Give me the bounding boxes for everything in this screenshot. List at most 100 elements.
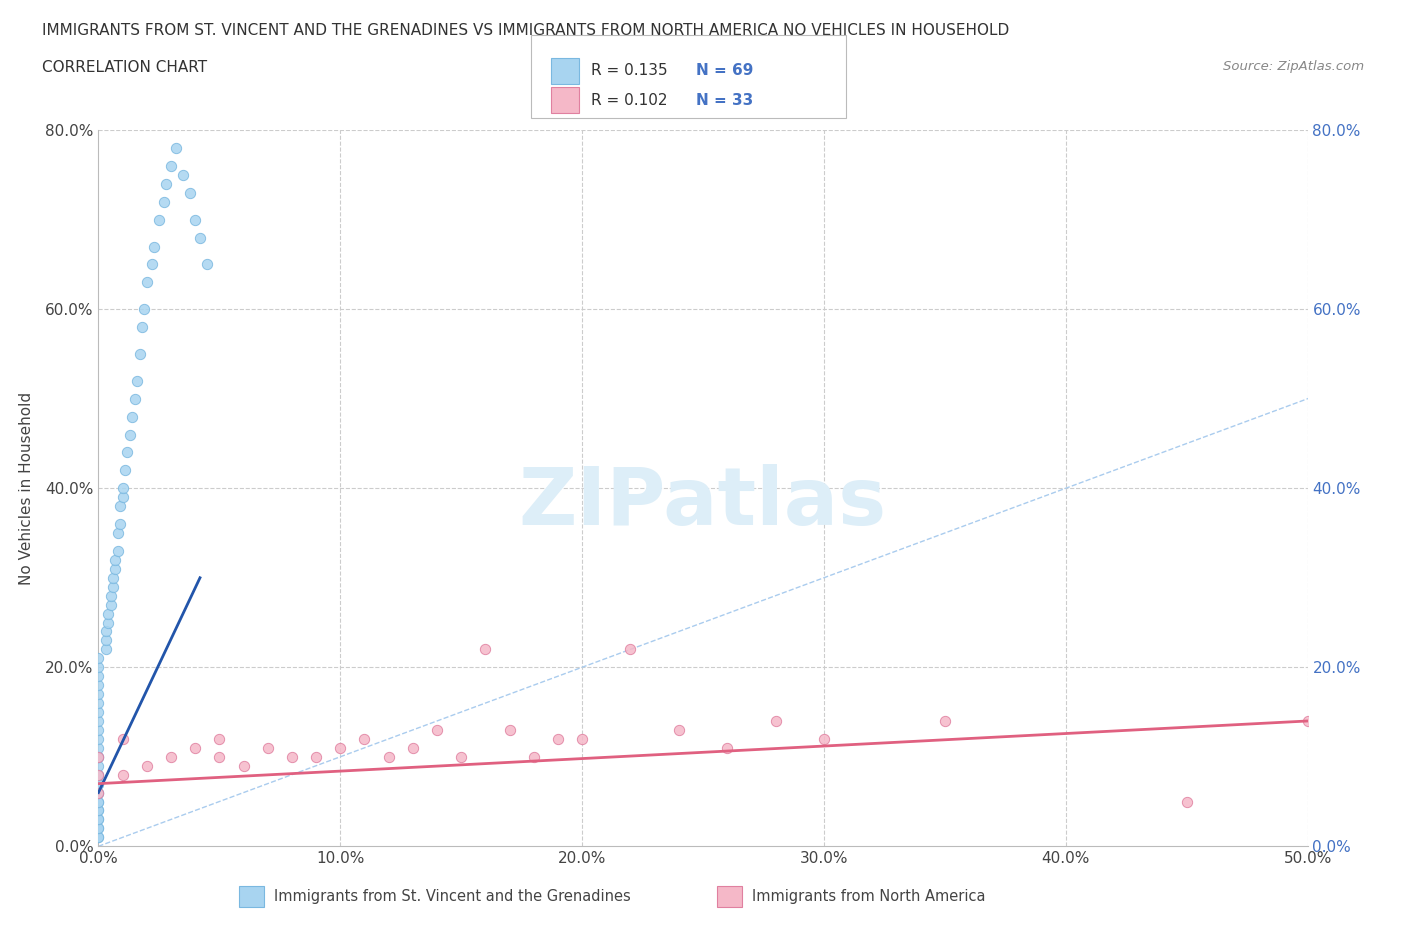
Point [1296, 713, 1319, 728]
Point [619, 642, 641, 657]
Text: Source: ZipAtlas.com: Source: ZipAtlas.com [1223, 60, 1364, 73]
Point [498, 723, 520, 737]
Point [104, 562, 127, 577]
Point [716, 740, 738, 755]
Text: R = 0.102: R = 0.102 [591, 93, 666, 108]
Point [143, 239, 166, 254]
Text: ZIPatlas: ZIPatlas [519, 463, 887, 541]
Point [1175, 794, 1198, 809]
Point [184, 212, 207, 227]
Point [160, 750, 183, 764]
Point [87, 794, 110, 809]
Point [128, 347, 150, 362]
Point [87, 821, 110, 836]
Text: N = 33: N = 33 [696, 93, 754, 108]
Point [87, 651, 110, 666]
Text: N = 69: N = 69 [696, 63, 754, 78]
Point [353, 731, 375, 746]
Point [111, 490, 134, 505]
Point [94, 624, 117, 639]
Point [87, 812, 110, 827]
Point [87, 713, 110, 728]
Point [100, 597, 122, 612]
Point [117, 445, 139, 460]
Point [87, 705, 110, 720]
Point [107, 525, 129, 540]
Point [172, 167, 194, 182]
Point [155, 177, 177, 192]
Point [208, 750, 231, 764]
Point [934, 713, 956, 728]
Point [87, 767, 110, 782]
Point [94, 642, 117, 657]
Point [97, 615, 120, 630]
Point [474, 642, 496, 657]
Point [87, 750, 110, 764]
Point [547, 731, 569, 746]
Point [87, 669, 110, 684]
Point [134, 301, 156, 316]
Y-axis label: No Vehicles in Household: No Vehicles in Household [18, 392, 34, 585]
Point [127, 374, 149, 389]
Point [87, 830, 110, 844]
Point [87, 750, 110, 764]
Point [111, 731, 134, 746]
Point [87, 723, 110, 737]
Point [765, 713, 787, 728]
Point [87, 678, 110, 693]
Text: IMMIGRANTS FROM ST. VINCENT AND THE GRENADINES VS IMMIGRANTS FROM NORTH AMERICA : IMMIGRANTS FROM ST. VINCENT AND THE GREN… [42, 23, 1010, 38]
Text: Immigrants from North America: Immigrants from North America [752, 889, 986, 904]
Point [87, 812, 110, 827]
Point [87, 767, 110, 782]
Point [195, 257, 218, 272]
Point [208, 731, 231, 746]
Point [101, 570, 124, 585]
Point [87, 777, 110, 791]
Point [426, 723, 449, 737]
Point [188, 231, 211, 246]
Point [87, 696, 110, 711]
Point [87, 804, 110, 818]
Text: CORRELATION CHART: CORRELATION CHART [42, 60, 207, 75]
Point [165, 140, 187, 155]
Point [87, 740, 110, 755]
Point [118, 427, 141, 442]
Text: R = 0.135: R = 0.135 [591, 63, 666, 78]
Point [87, 758, 110, 773]
Point [152, 194, 174, 209]
Point [107, 543, 129, 558]
Point [124, 392, 146, 406]
Point [97, 606, 120, 621]
Point [571, 731, 593, 746]
Point [100, 589, 122, 604]
Point [94, 633, 117, 648]
Point [87, 660, 110, 675]
Point [184, 740, 207, 755]
Point [135, 275, 157, 290]
Point [232, 758, 254, 773]
Point [111, 481, 134, 496]
Point [131, 320, 153, 335]
Text: Immigrants from St. Vincent and the Grenadines: Immigrants from St. Vincent and the Gren… [274, 889, 631, 904]
Point [87, 785, 110, 800]
Point [101, 579, 124, 594]
Point [668, 723, 690, 737]
Point [87, 785, 110, 800]
Point [450, 750, 472, 764]
Point [87, 767, 110, 782]
Point [87, 794, 110, 809]
Point [87, 750, 110, 764]
Point [305, 750, 328, 764]
Point [87, 830, 110, 844]
Point [160, 158, 183, 173]
Point [813, 731, 835, 746]
Point [281, 750, 304, 764]
Point [87, 804, 110, 818]
Point [108, 498, 131, 513]
Point [135, 758, 157, 773]
Point [148, 212, 170, 227]
Point [402, 740, 425, 755]
Point [87, 731, 110, 746]
Point [256, 740, 278, 755]
Point [179, 185, 201, 200]
